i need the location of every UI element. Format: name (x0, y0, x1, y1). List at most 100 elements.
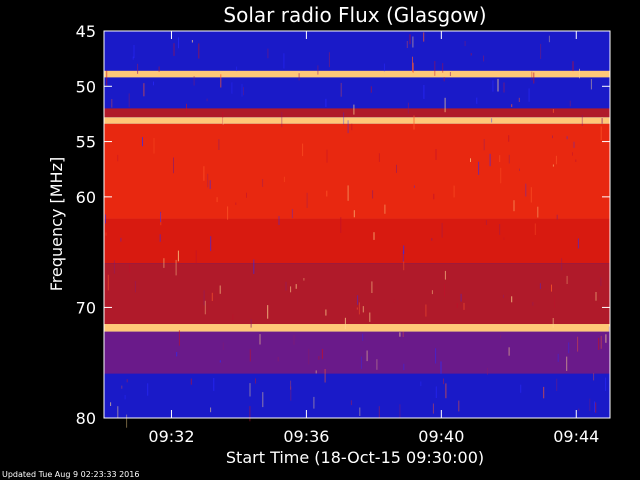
spectrogram-speckle (530, 187, 532, 203)
spectrogram-speckle (532, 302, 534, 306)
frequency-band-7 (104, 263, 610, 325)
spectrogram-speckle (412, 62, 414, 73)
spectrogram-speckle (250, 319, 252, 328)
spectrogram-speckle (431, 238, 433, 241)
spectrogram-speckle (128, 93, 130, 108)
spectrogram-speckle (409, 34, 411, 45)
spectrogram-speckle (313, 396, 315, 409)
spectrogram-speckle (579, 68, 580, 79)
spectrogram-speckle (528, 88, 530, 102)
spectrogram-speckle (190, 378, 192, 385)
spectrogram-speckle (306, 192, 308, 208)
spectrogram-speckle (207, 173, 209, 188)
spectrogram-speckle (543, 386, 545, 399)
spectrogram-speckle (173, 157, 174, 174)
spectrogram-speckle (220, 74, 222, 88)
spectrogram-speckle (328, 52, 330, 68)
y-tick-label: 80 (76, 409, 96, 428)
spectrogram-speckle (321, 349, 323, 359)
spectrogram-speckle (595, 402, 597, 413)
spectrogram-speckle (195, 250, 197, 264)
spectrogram-speckle (511, 104, 513, 108)
spectrogram-speckle (503, 237, 505, 240)
spectrogram-speckle (219, 285, 221, 294)
spectrogram-speckle (435, 386, 437, 398)
spectrogram-speckle (434, 61, 436, 76)
spectrogram-speckle (412, 36, 414, 48)
spectrogram-speckle (361, 356, 362, 369)
spectrogram-speckle (399, 404, 401, 418)
spectrogram-speckle (326, 149, 328, 163)
spectrogram-speckle (402, 331, 404, 337)
spectrogram-speckle (302, 143, 304, 157)
spectrogram-speckle (124, 395, 126, 400)
spectrogram-speckle (600, 335, 602, 349)
spectrogram-speckle (293, 335, 295, 345)
spectrogram-speckle (578, 408, 580, 411)
spectrogram-speckle (443, 77, 445, 82)
spectrogram-speckle (283, 176, 285, 183)
spectrogram-speckle (552, 135, 553, 139)
spectrogram-speckle (552, 109, 554, 113)
spectrogram-speckle (359, 407, 361, 416)
spectrogram-speckle (589, 398, 591, 411)
spectrogram-speckle (366, 350, 368, 362)
spectrogram-speckle (378, 406, 380, 418)
spectrogram-speckle (577, 336, 579, 352)
spectrogram-speckle (259, 334, 261, 345)
frequency-band-9 (104, 331, 610, 374)
y-tick-label: 70 (76, 298, 96, 317)
spectrogram-speckle (347, 185, 349, 201)
spectrogram-speckle (177, 250, 179, 262)
x-axis-ticks: 09:32 09:36 09:40 09:44 (148, 31, 599, 446)
spectrogram-speckle (142, 137, 143, 147)
spectrogram-speckle (548, 35, 550, 43)
spectrogram-speckle (133, 45, 135, 58)
spectrogram-speckle (508, 135, 510, 142)
spectrogram-speckle (126, 414, 128, 428)
y-tick-label: 50 (76, 77, 96, 96)
spectrogram-speckle (358, 302, 360, 315)
spectrogram-speckle (343, 112, 345, 125)
spectrogram-speckle (243, 87, 244, 96)
spectrogram-speckle (568, 342, 570, 354)
spectrogram-speckle (463, 302, 465, 310)
spectrogram-speckle (290, 286, 292, 293)
spectrogram-speckle (534, 223, 536, 235)
spectrogram-speckle (193, 76, 195, 86)
spectrogram-speckle (308, 348, 310, 365)
spectrogram-speckle (551, 284, 552, 292)
spectrogram-speckle (232, 314, 234, 321)
spectrogram-speckle (406, 41, 408, 48)
y-axis-label: Frequency [MHz] (47, 157, 66, 291)
frequency-band-4 (104, 117, 610, 124)
spectrogram-speckle (518, 97, 520, 102)
spectrogram-speckle (370, 86, 372, 93)
spectrogram-speckle (222, 342, 224, 351)
spectrogram-speckle (317, 65, 319, 75)
spectrogram-speckle (158, 66, 160, 72)
frequency-band-10 (104, 373, 610, 418)
spectrogram-speckle (444, 270, 446, 280)
spectrogram-speckle (178, 330, 180, 346)
spectrogram-speckle (105, 214, 106, 224)
spectrogram-speckle (470, 158, 471, 162)
spectrogram-speckle (403, 245, 405, 254)
spectrogram-speckle (435, 149, 437, 160)
spectrogram-speckle (219, 360, 221, 363)
spectrogram-speckle (444, 284, 445, 297)
spectrogram-speckle (178, 37, 179, 49)
x-tick-label: 09:36 (283, 427, 329, 446)
spectrogram-speckle (464, 41, 466, 47)
spectrogram-speckle (126, 379, 128, 383)
spectrogram-speckle (581, 115, 583, 126)
spectrogram-speckle (399, 332, 401, 337)
spectrogram-speckle (159, 234, 161, 242)
spectrogram-speckle (191, 40, 193, 43)
spectrogram-speckle (520, 384, 522, 393)
spectrogram-speckle (378, 153, 380, 162)
spectrogram-speckle (483, 139, 485, 151)
spectrogram-speckle (262, 392, 264, 408)
spectrogram-speckle (403, 261, 405, 271)
